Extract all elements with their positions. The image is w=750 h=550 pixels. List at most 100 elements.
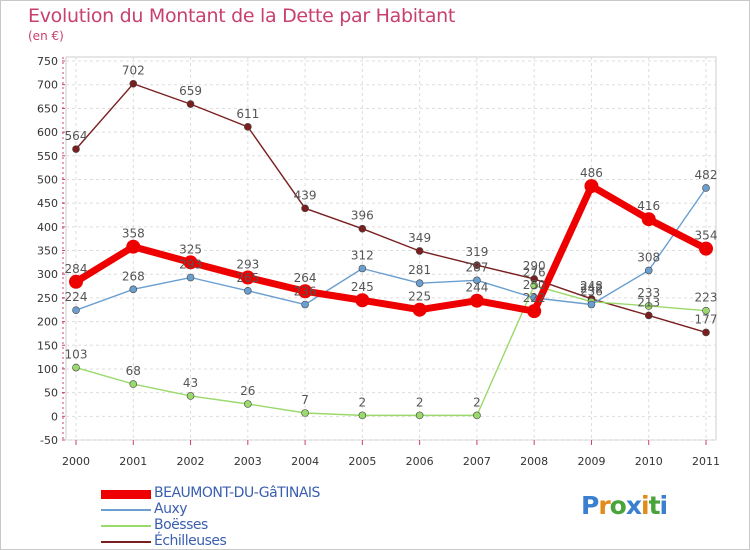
data-point	[702, 328, 710, 337]
data-label: 265	[236, 271, 259, 285]
data-point	[644, 311, 653, 320]
data-point	[473, 411, 481, 420]
x-tick-label: 2004	[291, 455, 319, 468]
series	[69, 79, 713, 420]
data-label: 68	[126, 364, 141, 378]
data-point	[69, 274, 83, 289]
data-point	[72, 145, 80, 153]
data-label: 325	[179, 242, 202, 256]
data-point	[126, 239, 141, 254]
y-tick-label: 150	[37, 339, 58, 352]
data-point	[129, 380, 138, 388]
data-point	[301, 300, 309, 309]
x-tick-label: 2003	[234, 455, 262, 468]
data-point	[358, 264, 367, 273]
data-label: 276	[523, 266, 546, 280]
logo-letter: o	[609, 491, 627, 520]
data-point	[415, 279, 424, 287]
logo-letter: t	[648, 491, 661, 520]
data-label: 439	[294, 188, 317, 202]
y-tick-label: 500	[37, 173, 58, 186]
data-point	[415, 247, 424, 255]
line-chart: -50 0 50 100 150 200 250 300 350 400 450 500 550 600 6…	[37, 55, 720, 468]
x-tick-label: 2001	[119, 455, 147, 468]
data-point	[72, 363, 80, 372]
y-tick-label: -50	[40, 434, 58, 447]
data-label: 564	[65, 129, 88, 143]
series-line	[75, 284, 707, 417]
data-point	[527, 304, 542, 319]
data-label: 293	[179, 258, 202, 272]
data-point	[702, 184, 710, 192]
data-point	[244, 400, 252, 408]
data-label: 416	[637, 199, 660, 213]
data-point	[298, 284, 313, 299]
data-point	[72, 306, 80, 314]
data-point	[473, 276, 481, 285]
data-label: 290	[523, 259, 546, 273]
data-label: 26	[240, 384, 255, 398]
data-point	[186, 392, 195, 400]
data-labels: 564 702 659 611 439 396 349 319 290 248 213 177 103 6…	[65, 64, 718, 410]
chart-subtitle: (en €)	[28, 29, 64, 43]
data-point	[584, 179, 599, 194]
y-tick-label: 250	[37, 292, 58, 305]
data-label: 248	[580, 279, 603, 293]
data-point	[301, 409, 309, 417]
data-point	[129, 285, 138, 294]
legend-label: Auxy	[154, 501, 188, 517]
data-label: 611	[236, 107, 259, 121]
data-point	[641, 212, 656, 227]
plot-border	[65, 56, 717, 441]
data-label: 177	[695, 312, 718, 326]
data-point	[412, 302, 427, 317]
data-label: 396	[351, 209, 374, 223]
x-tick-label: 2006	[406, 455, 434, 468]
data-label: 7	[301, 393, 309, 407]
x-tick-label: 2008	[520, 455, 548, 468]
y-tick-label: 350	[37, 245, 58, 258]
data-label: 264	[294, 271, 317, 285]
data-label: 293	[236, 258, 259, 272]
y-tick-label: 750	[37, 55, 58, 68]
data-point	[415, 411, 424, 420]
data-label: 236	[294, 285, 317, 299]
y-tick-label: 550	[37, 150, 58, 163]
x-tick-label: 2010	[635, 455, 663, 468]
series-line	[75, 83, 707, 334]
data-point	[702, 306, 710, 315]
y-tick-label: 0	[51, 410, 58, 423]
data-label: 2	[416, 395, 424, 409]
data-label: 213	[637, 295, 660, 309]
data-label: 281	[408, 263, 431, 277]
data-point	[473, 261, 481, 269]
data-label: 222	[523, 291, 546, 305]
y-tick-label: 50	[44, 387, 58, 400]
legend-swatch	[101, 509, 151, 511]
data-label: 103	[65, 348, 88, 362]
logo-letter: r	[598, 491, 610, 520]
y-tick-label: 650	[37, 102, 58, 115]
proxiti-logo: Proxiti	[581, 491, 668, 520]
data-point	[469, 293, 484, 308]
data-label: 233	[637, 286, 660, 300]
x-tick-label: 2009	[577, 455, 605, 468]
y-tick-label: 600	[37, 126, 58, 139]
data-label: 2	[359, 395, 367, 409]
x-tick-label: 2002	[177, 455, 205, 468]
data-point	[129, 79, 138, 88]
data-label: 284	[65, 262, 88, 276]
data-point	[358, 411, 367, 420]
x-tick-label: 2005	[348, 455, 376, 468]
y-tick-label: 300	[37, 268, 58, 281]
legend-swatch	[101, 541, 151, 543]
grid	[65, 56, 717, 441]
y-tick-label: 700	[37, 79, 58, 92]
series-line	[74, 182, 708, 315]
data-point	[644, 266, 653, 275]
y-tick-label: 450	[37, 197, 58, 210]
data-point	[240, 270, 255, 285]
data-label: 268	[122, 269, 145, 283]
data-label: 312	[351, 249, 374, 263]
data-label: 224	[65, 290, 88, 304]
